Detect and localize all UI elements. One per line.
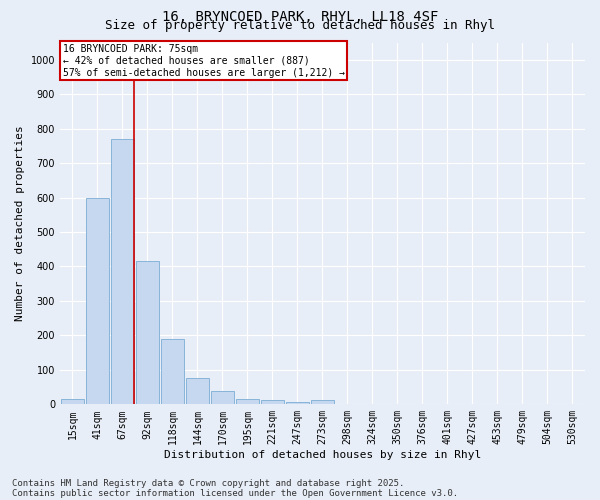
Bar bbox=[311, 400, 334, 404]
Bar bbox=[286, 402, 309, 404]
Bar bbox=[236, 399, 259, 404]
Bar bbox=[111, 139, 134, 404]
Text: Contains HM Land Registry data © Crown copyright and database right 2025.
Contai: Contains HM Land Registry data © Crown c… bbox=[12, 479, 458, 498]
Bar bbox=[261, 400, 284, 404]
Bar bbox=[61, 399, 83, 404]
X-axis label: Distribution of detached houses by size in Rhyl: Distribution of detached houses by size … bbox=[164, 450, 481, 460]
Bar bbox=[136, 262, 158, 404]
Text: 16 BRYNCOED PARK: 75sqm
← 42% of detached houses are smaller (887)
57% of semi-d: 16 BRYNCOED PARK: 75sqm ← 42% of detache… bbox=[62, 44, 344, 78]
Text: Size of property relative to detached houses in Rhyl: Size of property relative to detached ho… bbox=[105, 19, 495, 32]
Bar bbox=[161, 339, 184, 404]
Bar bbox=[211, 391, 233, 404]
Bar bbox=[86, 198, 109, 404]
Bar bbox=[186, 378, 209, 404]
Y-axis label: Number of detached properties: Number of detached properties bbox=[15, 126, 25, 322]
Text: 16, BRYNCOED PARK, RHYL, LL18 4SF: 16, BRYNCOED PARK, RHYL, LL18 4SF bbox=[162, 10, 438, 24]
